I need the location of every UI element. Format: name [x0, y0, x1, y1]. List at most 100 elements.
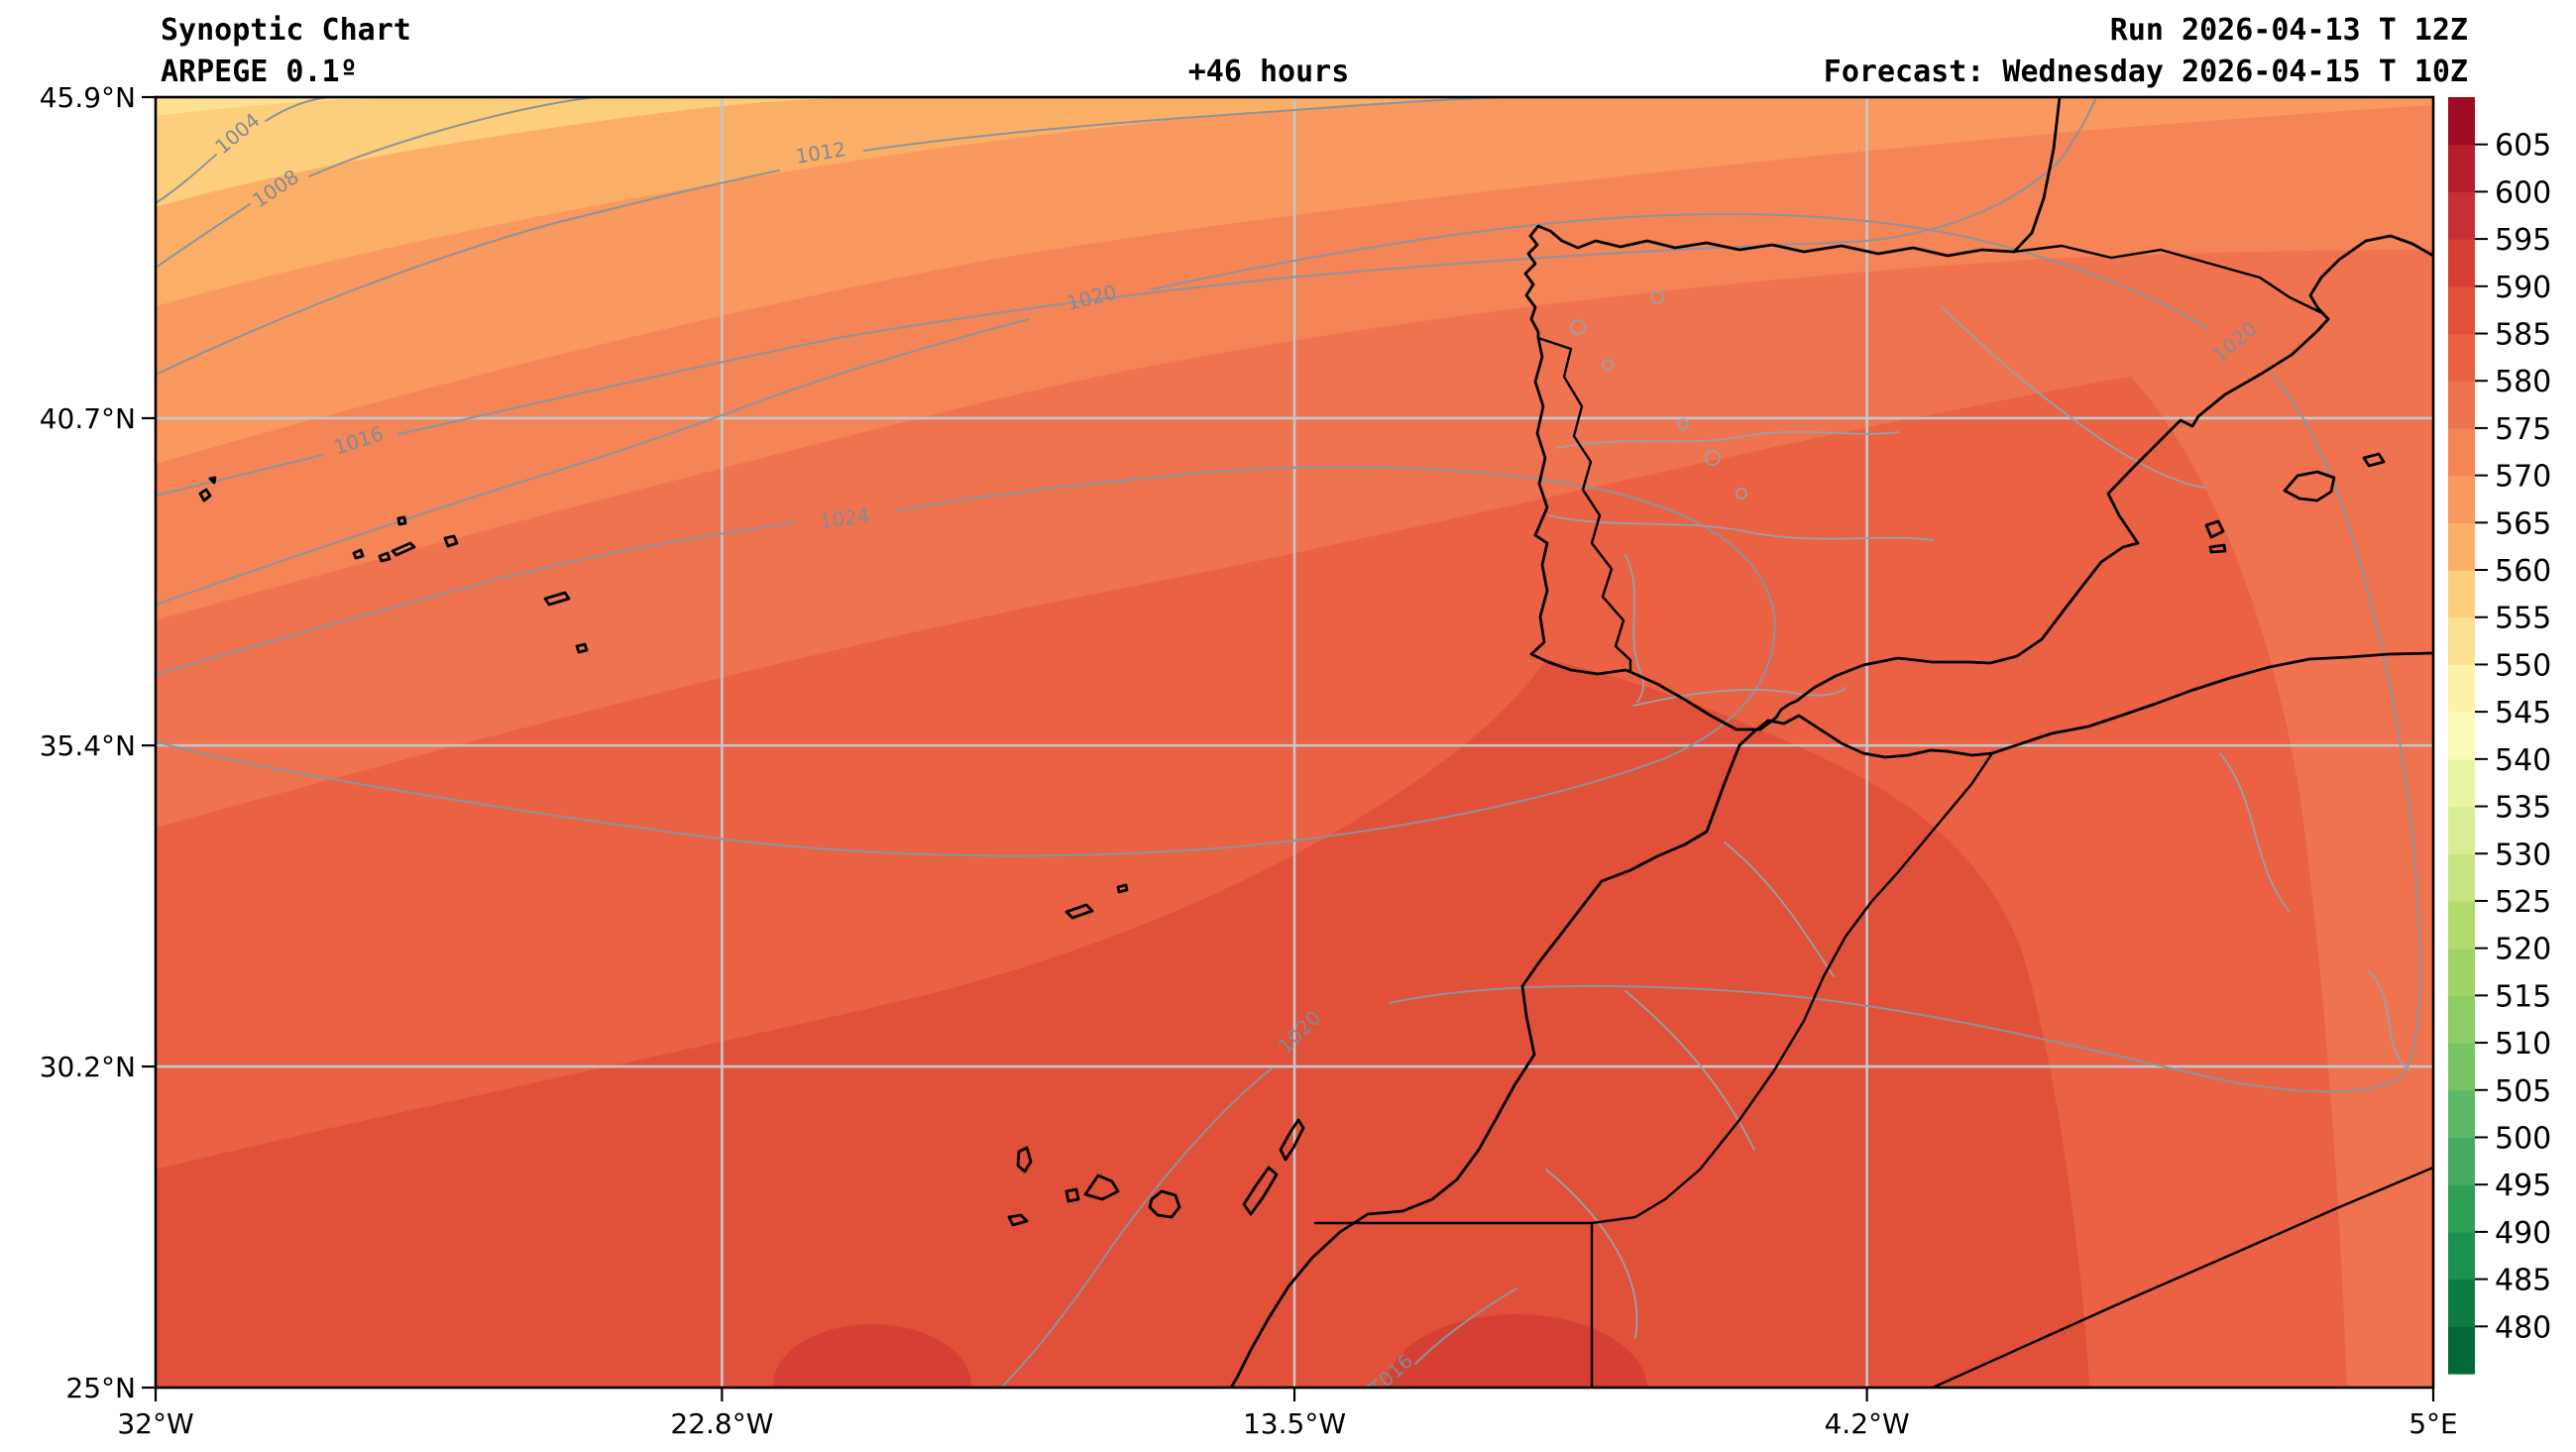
colorbar-tick-label: 535: [2495, 791, 2551, 826]
fill-band-555-560: [156, 97, 892, 207]
colorbar-segment: [2448, 1231, 2475, 1281]
isobar-1016: [1414, 1287, 1517, 1365]
island-ibiza: [2204, 519, 2225, 539]
island-lanzarote: [1279, 1118, 1305, 1162]
river-algeria: [2219, 752, 2291, 913]
isobar-contours: [156, 97, 2421, 1388]
fill-patch-590-595-west: [773, 1324, 971, 1388]
isobar-1020: [1000, 1067, 1273, 1388]
island-formentera: [2208, 543, 2227, 554]
chart-title: Synoptic Chart: [161, 13, 411, 48]
island-corvo: [208, 476, 217, 485]
colorbar-tick-label: 495: [2495, 1169, 2551, 1203]
border-algeria-mali: [1931, 1166, 2433, 1388]
colorbar-tick-label: 575: [2495, 412, 2551, 447]
lat-tick-label: 25°N: [65, 1372, 136, 1404]
colorbar-tick-label: 540: [2495, 743, 2551, 778]
colorbar-segment: [2448, 1089, 2475, 1139]
lon-tick-label: 32°W: [117, 1407, 193, 1440]
lon-tick-label: 5°E: [2408, 1407, 2458, 1440]
isobar-1024: [156, 466, 1776, 857]
island-fuerteventura: [1242, 1166, 1279, 1216]
river-douro: [1555, 430, 1899, 449]
colorbar-segment: [2448, 1326, 2475, 1375]
island-el-hierro: [1007, 1213, 1029, 1227]
colorbar-segment: [2448, 616, 2475, 666]
fill-band-560-565: [156, 97, 1487, 306]
isobar-1016: [156, 454, 324, 497]
island-faial: [352, 548, 365, 560]
coastlines-borders: [198, 97, 2433, 1388]
colorbar-tick-label: 585: [2495, 318, 2551, 353]
lon-tick-label: 22.8°W: [670, 1407, 773, 1440]
river-ebro: [1942, 306, 2206, 489]
fill-band-565-570: [156, 97, 2433, 464]
isobar-1012: [863, 97, 1508, 152]
island-flores: [198, 488, 212, 503]
island-la-gomera: [1064, 1187, 1080, 1203]
island-pico: [378, 551, 392, 563]
colorbar-tick-label: 565: [2495, 506, 2551, 541]
lat-tick-label: 35.4°N: [40, 729, 136, 762]
run-label: Run 2026-04-13 T 12Z: [2110, 13, 2468, 48]
colorbar-segment: [2448, 97, 2475, 146]
colorbar-segment: [2448, 995, 2475, 1044]
model-label: ARPEGE 0.1º: [161, 55, 358, 89]
colorbar-segment: [2448, 191, 2475, 240]
border-western-sahara: [1313, 1221, 1594, 1388]
colorbar-tick-label: 530: [2495, 838, 2551, 872]
lead-time-label: +46 hours: [1188, 55, 1350, 89]
axis-tick-labels: 45.9°N 40.7°N 35.4°N 30.2°N 25°N32°W 22.8°W 13…: [40, 81, 2458, 1440]
island-porto-santo: [1116, 883, 1129, 894]
lat-tick-label: 30.2°N: [40, 1051, 136, 1083]
river-morocco: [1724, 841, 1835, 977]
colorbar-tick-label: 545: [2495, 696, 2551, 730]
coastline-iberia-france: [1523, 97, 2433, 731]
axis-ticks: [142, 95, 2435, 1401]
colorbar-tick-label: 580: [2495, 365, 2551, 399]
colorbar-tick-label: 560: [2495, 554, 2551, 589]
island-graciosa: [396, 515, 407, 526]
colorbar-segment: [2448, 333, 2475, 382]
colorbar-tick-label: 595: [2495, 223, 2551, 258]
island-terceira: [443, 534, 459, 548]
border-portugal-spain: [1536, 336, 1632, 674]
colorbar-segment: [2448, 427, 2475, 477]
isobar-1004: [156, 154, 217, 204]
isobar-1008: [156, 203, 251, 269]
colorbar-segment: [2448, 1043, 2475, 1091]
island-tenerife: [1083, 1173, 1120, 1201]
isobar-1020: [156, 318, 1030, 606]
lake-outline: [1677, 418, 1689, 430]
colorbar-tick-label: 505: [2495, 1074, 2551, 1109]
river-morocco: [1624, 990, 1755, 1151]
river-algeria: [2368, 970, 2409, 1071]
isobar-1016: [397, 97, 2097, 435]
river-morocco: [1545, 1169, 1638, 1339]
colorbar-segment: [2448, 1137, 2475, 1185]
forecast-label: Forecast: Wednesday 2026-04-15 T 10Z: [1824, 55, 2468, 89]
lon-tick-label: 4.2°W: [1824, 1407, 1909, 1440]
island-madeira: [1064, 903, 1094, 920]
colorbar-segment: [2448, 853, 2475, 902]
colorbar-segment: [2448, 522, 2475, 571]
colorbar-segment: [2448, 948, 2475, 996]
island-sao-jorge: [391, 541, 416, 557]
island-santa-maria: [575, 642, 589, 654]
coastline-africa-atlantic: [1229, 719, 1770, 1388]
isobar-1012: [156, 169, 780, 376]
isobar-1020: [1151, 213, 2209, 330]
colorbar-tick-label: 515: [2495, 979, 2551, 1014]
river-tagus: [1547, 514, 1934, 541]
fill-band-550-555: [156, 97, 426, 116]
colorbar-segment: [2448, 712, 2475, 760]
colorbar-segment: [2448, 1184, 2475, 1233]
colorbar-tick-label: 550: [2495, 648, 2551, 683]
lat-tick-label: 40.7°N: [40, 402, 136, 435]
colorbar-tick-label: 605: [2495, 129, 2551, 164]
isobar-1024: [156, 521, 797, 675]
border-spain-france: [2012, 244, 2330, 321]
island-menorca: [2362, 452, 2386, 468]
colorbar: 605 600 595 590 585 580 575 570 565 560 555 550 545 5…: [2448, 97, 2551, 1375]
